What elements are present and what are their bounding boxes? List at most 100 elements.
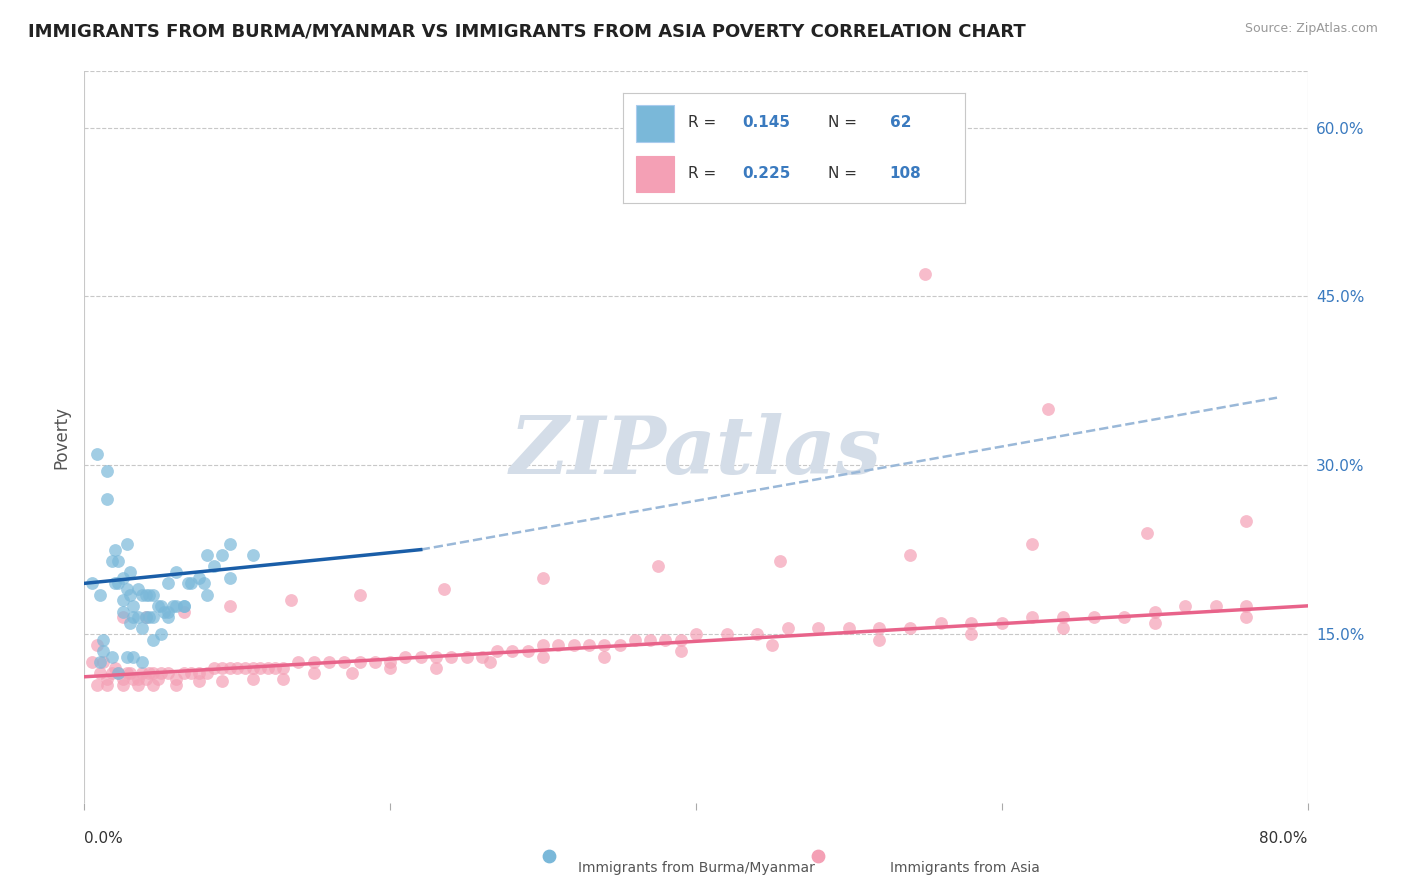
Point [111, 605, 134, 619]
Point [146, 599, 169, 613]
Point [1143, 615, 1166, 630]
Point [531, 638, 554, 652]
Point [271, 672, 294, 686]
Point [96, 672, 118, 686]
Point [131, 655, 153, 669]
Point [578, 638, 600, 652]
Point [233, 661, 256, 675]
Point [138, 588, 160, 602]
Point [153, 605, 176, 619]
Point [104, 661, 127, 675]
Point [562, 638, 585, 652]
Point [149, 627, 172, 641]
Point [115, 537, 138, 551]
Point [91, 655, 114, 669]
Point [638, 632, 661, 647]
Point [127, 610, 149, 624]
Point [107, 576, 129, 591]
Point [1052, 621, 1074, 635]
Point [991, 878, 1014, 892]
Point [1114, 610, 1136, 624]
Point [162, 599, 184, 613]
Point [135, 610, 157, 624]
Point [394, 649, 416, 664]
Point [898, 621, 921, 635]
Point [142, 666, 165, 681]
Point [111, 593, 134, 607]
Point [1236, 599, 1258, 613]
Point [157, 576, 180, 591]
Point [547, 638, 569, 652]
Point [838, 621, 860, 635]
Point [792, 166, 814, 180]
Point [142, 588, 165, 602]
Point [898, 548, 921, 562]
Point [89, 666, 111, 681]
Point [180, 666, 202, 681]
Point [127, 672, 149, 686]
Point [425, 661, 447, 675]
Point [287, 655, 309, 669]
Point [101, 554, 124, 568]
Point [188, 674, 211, 689]
Point [127, 678, 149, 692]
Point [165, 565, 187, 579]
Point [1143, 605, 1166, 619]
Point [131, 621, 153, 635]
Point [349, 588, 371, 602]
Point [218, 537, 240, 551]
Point [115, 666, 138, 681]
Point [218, 661, 240, 675]
Point [211, 674, 233, 689]
Point [86, 678, 108, 692]
Point [242, 661, 264, 675]
Point [211, 548, 233, 562]
Point [531, 649, 554, 664]
Point [101, 666, 124, 681]
Point [188, 666, 211, 681]
Text: 0.0%: 0.0% [84, 831, 124, 846]
Point [96, 491, 118, 506]
Point [654, 632, 676, 647]
Point [173, 605, 195, 619]
Point [960, 627, 983, 641]
Point [1236, 515, 1258, 529]
Point [264, 661, 287, 675]
Point [478, 655, 501, 669]
Point [502, 644, 524, 658]
Point [111, 672, 134, 686]
Point [1021, 537, 1043, 551]
Text: Immigrants from Burma/Myanmar: Immigrants from Burma/Myanmar [578, 862, 814, 875]
Point [135, 672, 157, 686]
Text: 80.0%: 80.0% [1260, 831, 1308, 846]
Point [149, 599, 172, 613]
Point [1136, 525, 1159, 540]
Point [1174, 599, 1197, 613]
Point [89, 588, 111, 602]
Point [960, 615, 983, 630]
Point [101, 649, 124, 664]
Point [96, 464, 118, 478]
Point [80, 576, 103, 591]
Point [115, 582, 138, 596]
Text: ZIPatlas: ZIPatlas [510, 413, 882, 491]
Point [122, 599, 145, 613]
Point [1052, 610, 1074, 624]
Point [1205, 599, 1227, 613]
Point [456, 649, 478, 664]
Text: Immigrants from Asia: Immigrants from Asia [890, 862, 1040, 875]
Point [685, 627, 707, 641]
Point [142, 610, 165, 624]
Point [869, 621, 891, 635]
Point [165, 599, 187, 613]
Point [111, 571, 134, 585]
Text: Source: ZipAtlas.com: Source: ZipAtlas.com [1244, 22, 1378, 36]
Point [120, 666, 142, 681]
Point [1036, 401, 1059, 416]
Point [195, 666, 218, 681]
Point [193, 576, 215, 591]
Point [471, 649, 494, 664]
Point [761, 638, 783, 652]
Point [188, 571, 211, 585]
Point [165, 678, 187, 692]
